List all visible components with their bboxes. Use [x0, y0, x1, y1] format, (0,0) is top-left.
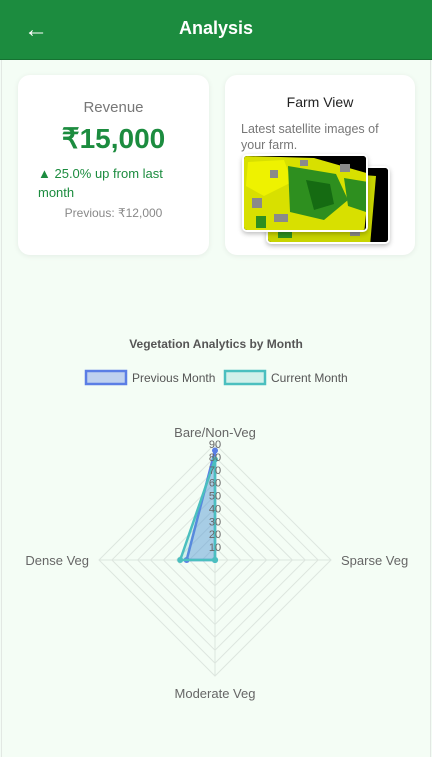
tick-label: 80 [209, 452, 221, 464]
series-area [178, 458, 217, 562]
tick-label: 10 [209, 542, 221, 554]
app-header: ← Analysis [0, 0, 432, 60]
revenue-previous: Previous: ₹12,000 [64, 206, 163, 220]
axis-label: Moderate Veg [175, 686, 256, 701]
radar-series [177, 447, 218, 563]
tick-label: 60 [209, 478, 221, 490]
tick-label: 30 [209, 516, 221, 528]
axis-label: Sparse Veg [341, 553, 408, 568]
tick-label: 70 [209, 465, 221, 477]
revenue-label: Revenue [83, 99, 144, 116]
chart-title: Vegetation Analytics by Month [129, 337, 303, 351]
vegetation-chart: Vegetation Analytics by Month Previous M… [0, 325, 432, 725]
tick-label: 90 [209, 439, 221, 451]
legend-swatch [223, 369, 267, 386]
farm-view-title: Farm View [286, 94, 354, 110]
back-arrow-icon[interactable]: ← [24, 16, 48, 43]
tick-label: 20 [209, 529, 221, 541]
data-point [212, 456, 218, 463]
tick-label: 40 [209, 503, 221, 515]
revenue-value: ₹15,000 [61, 123, 166, 154]
axis-label: Dense Veg [25, 553, 89, 568]
revenue-card: Revenue ₹15,000 ▲ 25.0% up from last mon… [18, 75, 209, 255]
chart-legend: Previous Month Current Month [84, 369, 348, 386]
data-point [212, 557, 218, 563]
revenue-change: ▲ 25.0% up from last month [38, 166, 163, 200]
data-point [212, 447, 218, 454]
data-point [177, 557, 184, 563]
farm-view-description: Latest satellite images of your farm. [241, 122, 379, 152]
legend-swatch [84, 369, 128, 386]
satellite-image-front[interactable] [242, 154, 368, 232]
legend-label: Current Month [271, 371, 348, 385]
legend-label: Previous Month [132, 371, 215, 385]
axis-label: Bare/Non-Veg [174, 425, 256, 440]
tick-label: 50 [209, 491, 221, 503]
radar-chart-svg: Vegetation Analytics by Month Previous M… [25, 337, 408, 701]
page-title: Analysis [178, 18, 254, 38]
